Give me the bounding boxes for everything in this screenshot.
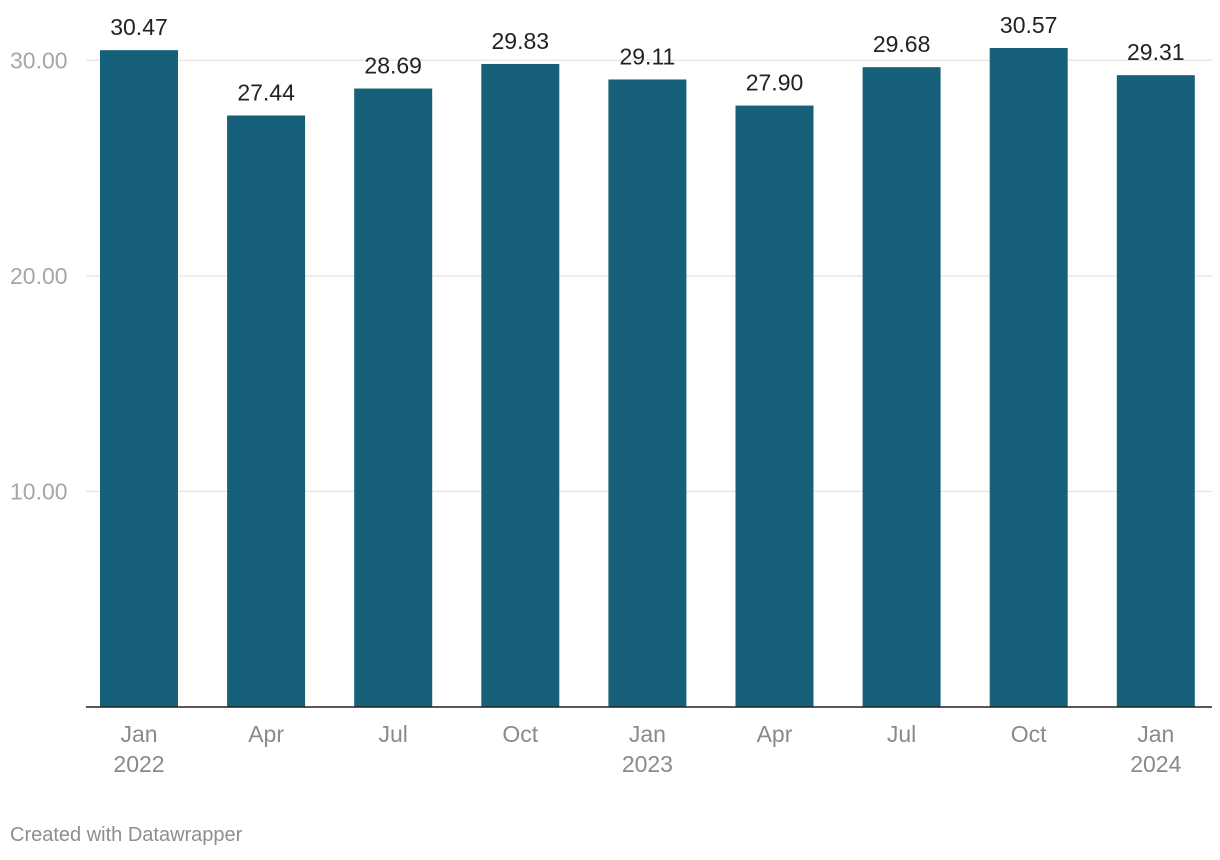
x-tick-label: Jan 2022 <box>113 721 164 777</box>
y-axis: 10.00 20.00 30.00 <box>10 47 68 504</box>
x-tick-label-line: Jan <box>120 721 157 747</box>
bar <box>989 48 1068 707</box>
bar-value-label: 29.11 <box>619 43 675 69</box>
bar-value-label: 29.68 <box>873 31 931 57</box>
x-tick-label-line: 2024 <box>1130 751 1181 777</box>
bars <box>100 48 1195 708</box>
x-tick-label: Apr <box>248 721 284 747</box>
x-tick-label-line: 2022 <box>113 751 164 777</box>
x-tick-label-line: Oct <box>502 721 538 747</box>
x-tick-label-line: 2023 <box>622 751 673 777</box>
bar-value-label: 29.83 <box>492 28 550 54</box>
bar <box>735 105 814 707</box>
credit-text: Created with Datawrapper <box>10 824 243 846</box>
bar <box>100 50 178 708</box>
x-tick-label: Jan 2023 <box>622 721 673 777</box>
bar <box>1116 75 1195 707</box>
x-tick-label: Oct <box>1011 721 1047 747</box>
x-tick-label: Jul <box>378 721 407 747</box>
x-tick-label: Apr <box>757 721 793 747</box>
bar <box>354 88 433 707</box>
x-tick-label: Jul <box>887 721 916 747</box>
bar <box>481 63 560 707</box>
x-axis: Jan 2022 Apr Jul Oct Jan 2023 Apr Jul Oct Jan 2024 <box>86 706 1212 777</box>
x-tick-label-line: Jul <box>378 721 407 747</box>
bar-value-label: 30.57 <box>1000 12 1058 38</box>
y-tick-label: 20.00 <box>10 263 68 289</box>
bar <box>227 115 306 708</box>
x-tick-label-line: Jan <box>1137 721 1174 747</box>
x-tick-label-line: Apr <box>248 721 284 747</box>
bar-value-label: 29.31 <box>1127 39 1185 65</box>
x-tick-label-line: Jul <box>887 721 916 747</box>
bar-value-label: 27.90 <box>746 70 804 96</box>
x-tick-label-line: Apr <box>757 721 793 747</box>
y-tick-label: 10.00 <box>10 478 68 504</box>
x-tick-label-line: Jan <box>629 721 666 747</box>
y-tick-label: 30.00 <box>10 47 68 73</box>
chart-canvas: 10.00 20.00 30.00 30.47 27.44 28.69 29.83 29.1… <box>10 12 1212 777</box>
x-tick-label: Oct <box>502 721 538 747</box>
bar-value-label: 30.47 <box>110 14 168 40</box>
bar-value-label: 28.69 <box>364 53 422 79</box>
bar-value-label: 27.44 <box>237 79 295 105</box>
bar <box>608 79 687 708</box>
x-tick-label: Jan 2024 <box>1130 721 1181 777</box>
data-labels: 30.47 27.44 28.69 29.83 29.11 27.90 29.68 30.57… <box>110 12 1184 105</box>
bar <box>862 67 941 708</box>
x-tick-label-line: Oct <box>1011 721 1047 747</box>
